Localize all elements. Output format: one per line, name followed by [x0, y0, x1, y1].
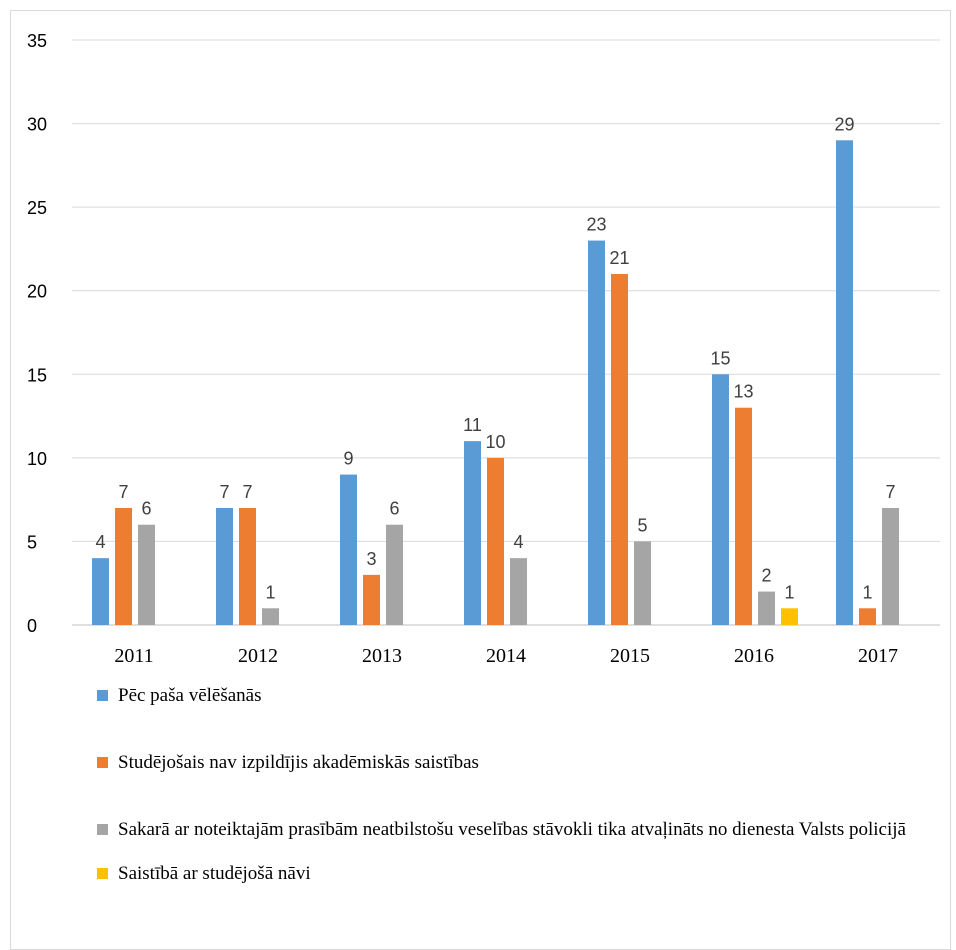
y-tick-label: 35 [27, 31, 47, 51]
y-tick-label: 10 [27, 449, 47, 469]
y-tick-label: 30 [27, 115, 47, 135]
legend-swatch-series-2 [97, 757, 108, 768]
x-tick-label: 2015 [610, 645, 650, 667]
bar-series-1 [464, 441, 481, 625]
bar-series-2 [611, 274, 628, 625]
bar-series-2 [115, 508, 132, 625]
data-label: 21 [609, 248, 629, 268]
y-tick-label: 0 [27, 616, 37, 636]
data-label: 7 [219, 482, 229, 502]
data-label: 5 [637, 515, 647, 535]
data-label: 9 [343, 449, 353, 469]
y-tick-label: 15 [27, 365, 47, 385]
data-label: 4 [513, 532, 523, 552]
data-label: 11 [463, 415, 482, 435]
data-label: 7 [885, 482, 895, 502]
data-label: 3 [366, 549, 376, 569]
data-label: 29 [834, 114, 854, 134]
bar-series-1 [92, 558, 109, 625]
legend-item-series-1: Pēc paša vēlēšanās [97, 684, 917, 708]
bar-series-3 [758, 591, 775, 625]
data-label: 15 [710, 348, 730, 368]
legend-swatch-series-1 [97, 690, 108, 701]
data-label: 2 [761, 566, 771, 586]
x-tick-label: 2013 [362, 645, 402, 667]
bar-series-3 [882, 508, 899, 625]
bar-series-2 [239, 508, 256, 625]
data-label: 7 [118, 482, 128, 502]
bar-series-2 [859, 608, 876, 625]
data-label: 4 [95, 532, 105, 552]
bar-series-1 [216, 508, 233, 625]
bar-series-3 [510, 558, 527, 625]
x-tick-label: 2017 [858, 645, 898, 667]
bar-series-3 [386, 524, 403, 625]
x-tick-label: 2014 [486, 645, 526, 667]
legend-label-series-2: Studējošais nav izpildījis akadēmiskās s… [118, 752, 479, 773]
data-label: 6 [389, 499, 399, 519]
y-tick-label: 20 [27, 282, 47, 302]
legend-label-series-4: Saistībā ar studējošā nāvi [118, 863, 311, 884]
legend-label-series-1: Pēc paša vēlēšanās [118, 685, 262, 706]
legend-swatch-series-4 [97, 868, 108, 879]
legend-label-series-3: Sakarā ar noteiktajām prasībām neatbilst… [118, 819, 906, 840]
data-label: 1 [265, 582, 275, 602]
bar-series-4 [781, 608, 798, 625]
bar-series-2 [735, 407, 752, 625]
legend-swatch-series-3 [97, 824, 108, 835]
bar-series-1 [588, 240, 605, 626]
data-label: 7 [242, 482, 252, 502]
data-label: 10 [485, 432, 505, 452]
data-label: 1 [862, 582, 872, 602]
bar-series-1 [836, 140, 853, 626]
bar-series-3 [634, 541, 651, 625]
bar-series-3 [262, 608, 279, 625]
bar-series-1 [340, 474, 357, 625]
data-label: 6 [141, 499, 151, 519]
data-label: 13 [733, 382, 753, 402]
bar-series-2 [487, 457, 504, 625]
y-tick-label: 5 [27, 532, 37, 552]
x-tick-label: 2016 [734, 645, 774, 667]
bar-series-2 [363, 574, 380, 625]
x-tick-label: 2011 [114, 645, 153, 667]
legend: Pēc paša vēlēšanās Studējošais nav izpil… [97, 684, 917, 886]
bar-series-1 [712, 374, 729, 625]
y-tick-label: 25 [27, 198, 47, 218]
data-label: 23 [586, 215, 606, 235]
legend-item-series-4: Saistībā ar studējošā nāvi [97, 862, 917, 886]
legend-item-series-3: Sakarā ar noteiktajām prasībām neatbilst… [97, 818, 917, 842]
data-label: 1 [784, 582, 794, 602]
bar-series-3 [138, 524, 155, 625]
x-tick-label: 2012 [238, 645, 278, 667]
legend-item-series-2: Studējošais nav izpildījis akadēmiskās s… [97, 751, 917, 775]
